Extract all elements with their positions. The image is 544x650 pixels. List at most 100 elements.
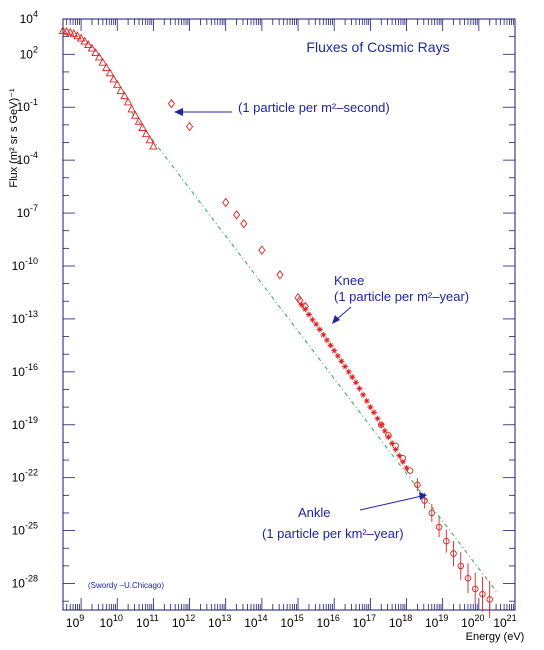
diamond-point — [222, 197, 230, 208]
star-point — [370, 409, 377, 416]
triangle-point — [102, 63, 111, 71]
triangle-point — [91, 48, 100, 56]
axis-ticks — [63, 18, 516, 610]
star-point — [381, 427, 388, 434]
y-tick-label: 10-25 — [12, 521, 38, 538]
annotation-knee-text: (1 particle per m²–year) — [334, 289, 469, 304]
x-tick-label: 1021 — [493, 613, 516, 630]
x-tick-label: 1020 — [461, 613, 484, 630]
diamond-point — [167, 98, 176, 109]
diamond-point — [240, 218, 248, 229]
triangle-point — [65, 27, 75, 36]
triangle-point — [84, 40, 93, 49]
triangle-point — [145, 135, 155, 144]
star-point — [327, 342, 334, 349]
ankle-arrow-line — [359, 495, 423, 511]
star-point — [367, 404, 374, 411]
triangle-point — [134, 116, 144, 125]
data-markers — [58, 26, 493, 619]
y-tick-label: 10-7 — [17, 203, 38, 220]
triangle-point — [127, 104, 136, 113]
star-point — [349, 374, 356, 381]
chart-title: Fluxes of Cosmic Rays — [306, 39, 449, 55]
second-arrow-head — [174, 108, 183, 116]
star-point — [389, 440, 396, 447]
triangle-point — [149, 141, 158, 150]
triangle-point — [112, 79, 122, 88]
star-point — [342, 363, 349, 370]
y-tick-label: 10-10 — [12, 256, 38, 273]
circle-point — [406, 467, 414, 474]
triangle-point — [98, 57, 108, 66]
knee-arrow-line — [335, 306, 352, 321]
triangle-point — [116, 86, 126, 94]
triangle-point — [94, 52, 104, 61]
y-tick-label: 10-16 — [12, 362, 38, 379]
plot-frame — [62, 18, 516, 611]
y-tick-label: 102 — [20, 44, 38, 61]
triangle-point — [123, 97, 133, 106]
y-tick-label: 104 — [20, 9, 38, 26]
triangle-point — [141, 129, 151, 138]
triangle-point — [120, 91, 129, 100]
star-point — [352, 379, 359, 386]
x-axis-label: Energy (eV) — [466, 631, 525, 643]
x-tick-labels: 109 1010 1011 1012 1013 1014 1015 1016 1017 1018 1… — [66, 613, 517, 630]
x-tick-label: 1014 — [244, 613, 267, 630]
star-point — [403, 464, 410, 471]
y-tick-label: 10-1 — [17, 97, 38, 114]
y-tick-label: 10-19 — [12, 415, 38, 432]
diamond-point — [233, 210, 241, 220]
star-point — [334, 352, 341, 359]
star-point — [338, 358, 345, 365]
star-point — [392, 446, 399, 453]
y-tick-label: 10-4 — [17, 150, 38, 167]
star-point — [356, 385, 363, 392]
star-point — [363, 397, 370, 404]
star-point — [298, 301, 305, 308]
circle-point — [399, 455, 407, 462]
x-tick-label: 1016 — [317, 613, 340, 630]
x-tick-label: 1012 — [172, 613, 195, 630]
star-point — [316, 326, 323, 333]
star-point — [399, 458, 406, 465]
circle-point — [377, 421, 385, 429]
diamond-point — [294, 292, 302, 303]
star-point — [385, 434, 392, 441]
star-point — [360, 391, 367, 398]
ankle-arrow-head — [419, 492, 427, 500]
star-point — [320, 331, 327, 338]
x-tick-label: 1018 — [389, 613, 412, 630]
fit-line — [131, 112, 498, 593]
circle-point — [385, 432, 392, 439]
triangle-point — [69, 29, 79, 37]
triangle-point — [138, 123, 147, 131]
triangle-point — [80, 36, 89, 45]
diamond-point — [258, 245, 266, 255]
triangle-point — [58, 26, 68, 34]
credit-label: (Swordy –U.Chicago) — [88, 581, 164, 590]
triangle-point — [87, 43, 97, 52]
x-tick-label: 1017 — [353, 613, 376, 630]
triangle-point — [131, 110, 140, 119]
x-tick-label: 1015 — [280, 613, 303, 630]
triangle-point — [109, 74, 118, 83]
star-point — [313, 321, 320, 328]
annotation-ankle-text: (1 particle per km²–year) — [262, 526, 404, 541]
x-tick-label: 1019 — [425, 613, 448, 630]
x-tick-label: 109 — [66, 613, 84, 630]
triangle-point — [76, 33, 86, 42]
y-tick-labels: 104 102 10-1 10-4 10-7 10-10 10-13 10-16 10-19 10… — [12, 9, 38, 591]
annotation-knee-title: Knee — [334, 273, 364, 288]
knee-arrow-head — [332, 315, 340, 324]
x-tick-label: 1013 — [208, 613, 231, 630]
x-tick-label: 1011 — [136, 613, 159, 630]
annotation-second: (1 particle per m²–second) — [238, 100, 390, 115]
star-point — [396, 452, 403, 459]
triangle-point — [105, 68, 115, 77]
star-point — [331, 347, 338, 354]
diamond-point — [276, 270, 284, 280]
triangle-point — [73, 31, 82, 40]
star-point — [345, 368, 352, 375]
